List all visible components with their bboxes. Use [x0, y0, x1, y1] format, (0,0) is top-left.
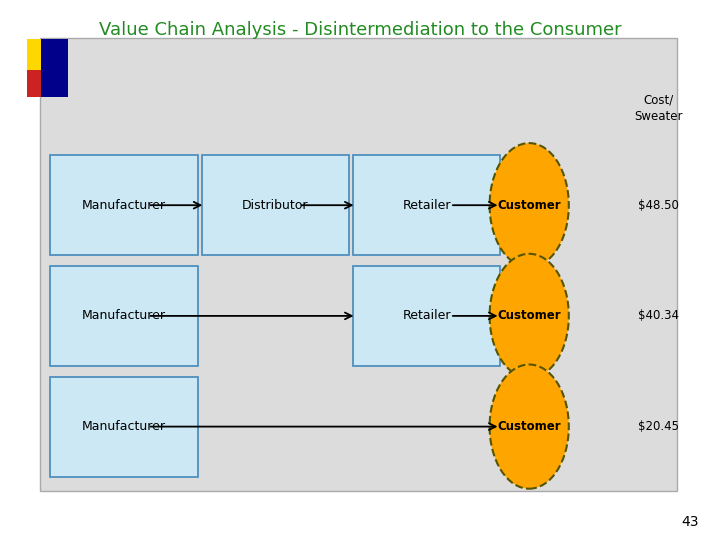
Text: $40.34: $40.34 [639, 309, 679, 322]
Text: Manufacturer: Manufacturer [82, 309, 166, 322]
Text: Manufacturer: Manufacturer [82, 420, 166, 433]
Bar [27, 70, 55, 97]
FancyBboxPatch shape [202, 156, 349, 255]
Ellipse shape [490, 364, 569, 489]
Bar [41, 70, 68, 97]
Text: Retailer: Retailer [402, 199, 451, 212]
FancyBboxPatch shape [50, 266, 198, 366]
Bar [27, 39, 55, 73]
FancyBboxPatch shape [353, 266, 500, 366]
Text: Customer: Customer [498, 309, 561, 322]
FancyBboxPatch shape [40, 38, 677, 491]
Text: Customer: Customer [498, 420, 561, 433]
FancyBboxPatch shape [50, 156, 198, 255]
Text: Distributor: Distributor [242, 199, 309, 212]
Text: $48.50: $48.50 [639, 199, 679, 212]
Text: Manufacturer: Manufacturer [82, 199, 166, 212]
Text: Value Chain Analysis - Disintermediation to the Consumer: Value Chain Analysis - Disintermediation… [99, 21, 621, 39]
Ellipse shape [490, 254, 569, 378]
Text: $20.45: $20.45 [639, 420, 679, 433]
Text: Customer: Customer [498, 199, 561, 212]
Ellipse shape [490, 143, 569, 267]
Text: Cost/
Sweater: Cost/ Sweater [634, 93, 683, 123]
FancyBboxPatch shape [353, 156, 500, 255]
Bar [41, 39, 68, 73]
FancyBboxPatch shape [50, 377, 198, 477]
Text: 43: 43 [681, 515, 698, 529]
Text: Retailer: Retailer [402, 309, 451, 322]
